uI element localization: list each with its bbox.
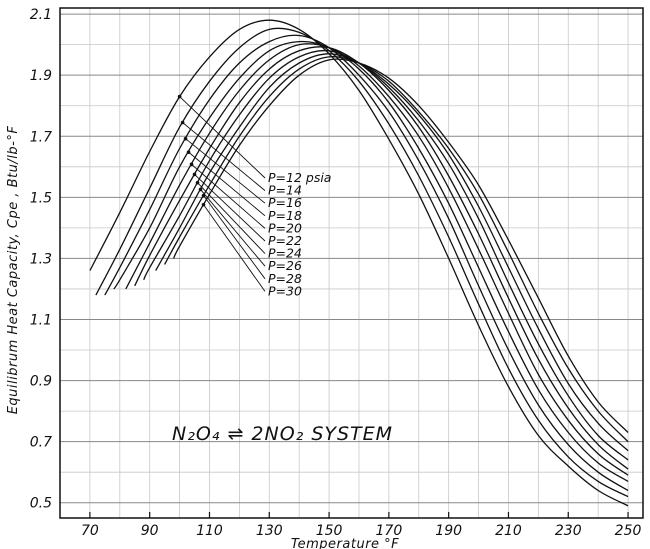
series-line [125, 43, 629, 476]
series-line [173, 58, 629, 433]
leader-dot [195, 180, 200, 185]
plot-frame [59, 7, 644, 519]
leader-line [197, 182, 266, 254]
leader-line [200, 189, 266, 267]
series-line [143, 49, 629, 461]
x-tick-label: 90 [141, 523, 159, 539]
pressure-label: P=20 [268, 220, 302, 235]
plot-border [59, 7, 644, 519]
y-tick-label: 1.7 [30, 129, 52, 145]
leader-line [182, 122, 266, 191]
x-tick-label: 230 [555, 523, 582, 539]
leader-lines [177, 94, 266, 292]
leader-dot [198, 187, 203, 192]
chart-grid [60, 8, 643, 518]
leader-line [203, 204, 266, 292]
series-line [155, 53, 629, 452]
x-tick-label: 130 [256, 523, 283, 539]
pressure-label: P=16 [268, 195, 302, 210]
leader-line [188, 151, 266, 217]
x-tick-label: 210 [495, 523, 522, 539]
x-tick-label: 190 [435, 523, 462, 539]
y-axis-label: Equilibrum Heat Capacity, Cpe , Btu/lb-°… [6, 126, 21, 415]
series-group [89, 19, 629, 507]
pressure-label: P=22 [268, 233, 302, 248]
pressure-label: P=12 psia [268, 170, 331, 185]
y-tick-label: 2.1 [30, 7, 52, 23]
y-tick-label: 1.1 [30, 312, 52, 328]
leader-line [203, 195, 266, 280]
system-annotation: N₂O₄ ⇌ 2NO₂ SYSTEM [172, 423, 393, 445]
y-tick-label: 0.7 [30, 435, 52, 451]
series-line [134, 46, 629, 470]
x-tick-label: 150 [316, 523, 343, 539]
y-tick-label: 1.5 [30, 190, 52, 206]
leader-dot [201, 202, 206, 207]
x-tick-label: 170 [376, 523, 403, 539]
series-line [95, 27, 629, 498]
pressure-label: P=28 [268, 271, 302, 286]
leader-dot [186, 150, 191, 154]
series-line [113, 40, 629, 482]
leader-dot [180, 120, 185, 125]
x-tick-label: 70 [81, 523, 99, 539]
leader-line [185, 138, 266, 204]
x-axis-ticks: 70 90 110 130 150 170 190 210 230 250 [81, 512, 642, 539]
pressure-label: P=30 [268, 283, 302, 298]
leader-dot [201, 193, 206, 198]
pressure-labels: P=12 psiaP=14P=16P=18P=20P=22P=24P=26P=2… [268, 170, 331, 298]
leader-dot [192, 172, 197, 177]
pressure-label: P=18 [268, 208, 302, 223]
pressure-label: P=24 [268, 246, 302, 261]
y-tick-label: 0.9 [30, 374, 52, 390]
y-axis-ticks: 0.5 0.7 0.9 1.1 1.3 1.5 1.7 1.9 2.1 [30, 7, 52, 512]
y-tick-label: 1.3 [30, 251, 52, 267]
y-tick-label: 0.5 [30, 496, 52, 512]
x-axis-label: Temperature °F [291, 537, 399, 549]
leader-line [191, 164, 266, 229]
leader-dot [189, 162, 194, 167]
leader-dot [177, 94, 182, 99]
series-line [164, 56, 629, 443]
x-tick-label: 250 [615, 523, 642, 539]
leader-dot [183, 136, 188, 141]
leader-line [194, 174, 266, 242]
y-tick-label: 1.9 [30, 68, 52, 84]
pressure-label: P=26 [268, 258, 302, 273]
leader-line [179, 96, 266, 179]
series-line [104, 34, 629, 492]
pressure-label: P=14 [268, 183, 302, 198]
x-tick-label: 110 [196, 523, 223, 539]
